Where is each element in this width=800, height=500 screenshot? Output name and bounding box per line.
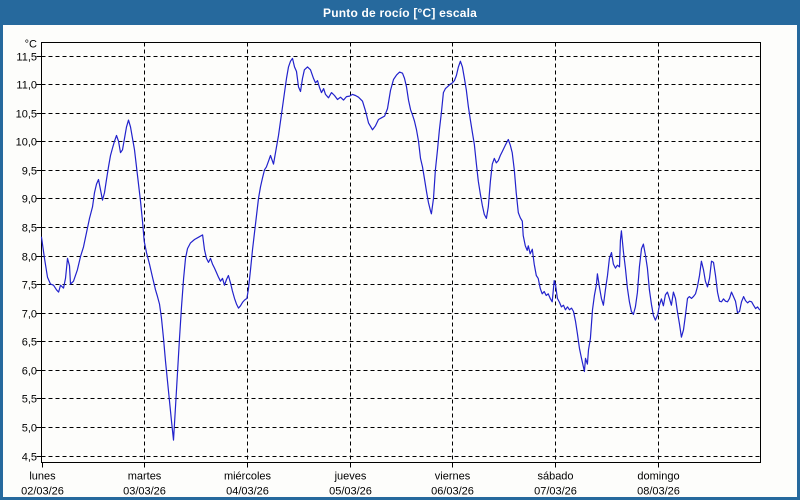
- chart-title: Punto de rocío [°C] escala: [322, 5, 478, 20]
- day-name-label: martes: [128, 471, 162, 483]
- day-name-label: jueves: [334, 471, 367, 483]
- dew-point-line: [40, 57, 761, 441]
- y-tick-label: 8,0: [22, 252, 37, 264]
- day-date-label: 04/03/26: [226, 486, 269, 498]
- day-date-label: 06/03/26: [431, 486, 474, 498]
- day-date-label: 03/03/26: [123, 486, 166, 498]
- chart-title-bar: Punto de rocío [°C] escala: [0, 0, 800, 25]
- day-name-label: sábado: [537, 471, 573, 483]
- day-name-label: miércoles: [224, 471, 272, 483]
- y-unit-label: °C: [25, 39, 37, 51]
- y-tick-label: 7,5: [22, 280, 37, 292]
- y-tick-label: 6,5: [22, 337, 37, 349]
- day-name-label: domingo: [637, 471, 679, 483]
- y-tick-label: 8,5: [22, 223, 37, 235]
- y-tick-label: 10,0: [16, 137, 37, 149]
- day-name-label: lunes: [29, 471, 56, 483]
- y-tick-label: 6,0: [22, 366, 37, 378]
- day-date-label: 08/03/26: [637, 486, 680, 498]
- day-name-label: viernes: [435, 471, 471, 483]
- plot-frame: [41, 42, 761, 463]
- y-tick-label: 4,5: [22, 452, 37, 464]
- y-tick-label: 7,0: [22, 309, 37, 321]
- y-tick-label: 11,0: [16, 80, 37, 92]
- y-tick-label: 10,5: [16, 109, 37, 121]
- day-date-label: 07/03/26: [534, 486, 577, 498]
- y-tick-label: 9,0: [22, 194, 37, 206]
- chart-area: [3, 25, 797, 497]
- y-tick-label: 5,5: [22, 394, 37, 406]
- y-tick-label: 9,5: [22, 166, 37, 178]
- day-date-label: 05/03/26: [329, 486, 372, 498]
- day-date-label: 02/03/26: [21, 486, 64, 498]
- y-tick-label: 11,5: [16, 52, 37, 64]
- y-tick-label: 5,0: [22, 423, 37, 435]
